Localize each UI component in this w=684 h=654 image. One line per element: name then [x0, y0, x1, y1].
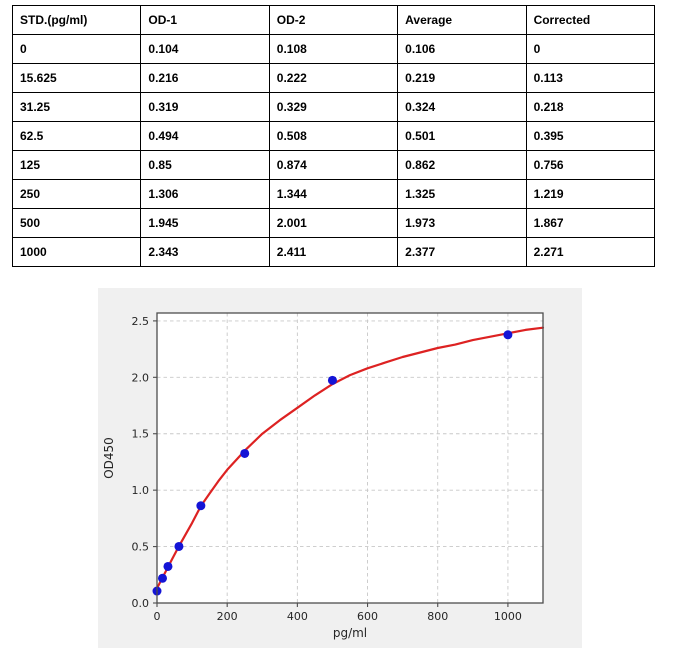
table-cell: 0.494	[140, 121, 270, 151]
table-cell: 2.343	[140, 237, 270, 267]
table-cell: 0.218	[525, 92, 656, 122]
column-header: OD-2	[268, 5, 399, 35]
table-cell: 0.329	[268, 92, 399, 122]
x-tick-label: 400	[287, 610, 308, 623]
table-row: 1000 2.343 2.411 2.377 2.271	[11, 237, 656, 267]
y-tick-label: 0.5	[132, 541, 150, 554]
standards-table: STD.(pg/ml) OD-1 OD-2 Average Corrected 0 0.1…	[11, 5, 656, 267]
table-cell: 62.5	[11, 121, 142, 151]
standard-curve-chart: 0 200 400 600 800 1000 0.0 0.5 1.0 1.5 2.0 2.5 pg/ml…	[102, 312, 545, 640]
table-cell: 0.862	[397, 150, 527, 180]
table-cell: 250	[11, 179, 142, 209]
table-row: 15.625 0.216 0.222 0.219 0.113	[11, 63, 656, 93]
y-axis-label: OD450	[102, 437, 116, 479]
table-cell: 0.106	[397, 34, 527, 64]
table-row: 0 0.104 0.108 0.106 0	[11, 34, 656, 64]
table-row: 250 1.306 1.344 1.325 1.219	[11, 179, 656, 209]
data-point	[503, 330, 513, 340]
table-cell: 0.395	[525, 121, 656, 151]
table-row: 125 0.85 0.874 0.862 0.756	[11, 150, 656, 180]
table-cell: 500	[11, 208, 142, 238]
table-cell: 1.325	[397, 179, 527, 209]
table-header-row: STD.(pg/ml) OD-1 OD-2 Average Corrected	[11, 5, 656, 35]
standard-curve-figure: 0 200 400 600 800 1000 0.0 0.5 1.0 1.5 2.0 2.5 pg/ml…	[98, 288, 582, 648]
y-tick-label: 2.0	[132, 371, 150, 384]
y-tick-label: 0.0	[132, 597, 150, 610]
axes-box	[156, 312, 544, 604]
table-cell: 1.867	[525, 208, 656, 238]
x-tick-label: 0	[154, 610, 161, 623]
table-cell: 0.222	[268, 63, 399, 93]
table-cell: 2.001	[268, 208, 399, 238]
table-cell: 0.216	[140, 63, 270, 93]
y-tick-label: 1.0	[132, 484, 150, 497]
table-cell: 0.508	[268, 121, 399, 151]
table-cell: 0.108	[268, 34, 399, 64]
x-tick-label: 1000	[494, 610, 522, 623]
table-cell: 31.25	[11, 92, 142, 122]
table-cell: 0.85	[140, 150, 270, 180]
table-cell: 1.306	[140, 179, 270, 209]
table-cell: 0.501	[397, 121, 527, 151]
table-cell: 0	[11, 34, 142, 64]
table-cell: 2.377	[397, 237, 527, 267]
table-cell: 0.874	[268, 150, 399, 180]
table-cell: 2.411	[268, 237, 399, 267]
x-tick-label: 200	[217, 610, 238, 623]
table-cell: 0.319	[140, 92, 270, 122]
data-point	[163, 561, 173, 571]
table-cell: 0.324	[397, 92, 527, 122]
table-row: 31.25 0.319 0.329 0.324 0.218	[11, 92, 656, 122]
x-axis-label: pg/ml	[333, 626, 367, 640]
table-cell: 2.271	[525, 237, 656, 267]
column-header: Average	[397, 5, 527, 35]
column-header: Corrected	[525, 5, 656, 35]
data-point	[157, 573, 167, 583]
data-point	[174, 541, 184, 551]
table-cell: 0.113	[525, 63, 656, 93]
x-tick-label: 800	[427, 610, 448, 623]
table-cell: 0.756	[525, 150, 656, 180]
column-header: STD.(pg/ml)	[11, 5, 142, 35]
y-tick-label: 2.5	[132, 315, 150, 328]
table-cell: 0	[525, 34, 656, 64]
data-point	[196, 501, 206, 511]
data-point	[327, 375, 337, 385]
data-point	[240, 448, 250, 458]
table-row: 500 1.945 2.001 1.973 1.867	[11, 208, 656, 238]
table-cell: 1000	[11, 237, 142, 267]
table-cell: 1.945	[140, 208, 270, 238]
table-body: 0 0.104 0.108 0.106 0 15.625 0.216 0.222 0.219 0.…	[11, 34, 656, 267]
table-row: 62.5 0.494 0.508 0.501 0.395	[11, 121, 656, 151]
table-cell: 15.625	[11, 63, 142, 93]
table-cell: 1.219	[525, 179, 656, 209]
column-header: OD-1	[140, 5, 270, 35]
plot-area	[157, 313, 543, 603]
y-tick-label: 1.5	[132, 428, 150, 441]
table-cell: 125	[11, 150, 142, 180]
table-cell: 1.344	[268, 179, 399, 209]
x-tick-label: 600	[357, 610, 378, 623]
table-cell: 0.104	[140, 34, 270, 64]
table-cell: 0.219	[397, 63, 527, 93]
fit-curve	[155, 326, 545, 590]
table-cell: 1.973	[397, 208, 527, 238]
